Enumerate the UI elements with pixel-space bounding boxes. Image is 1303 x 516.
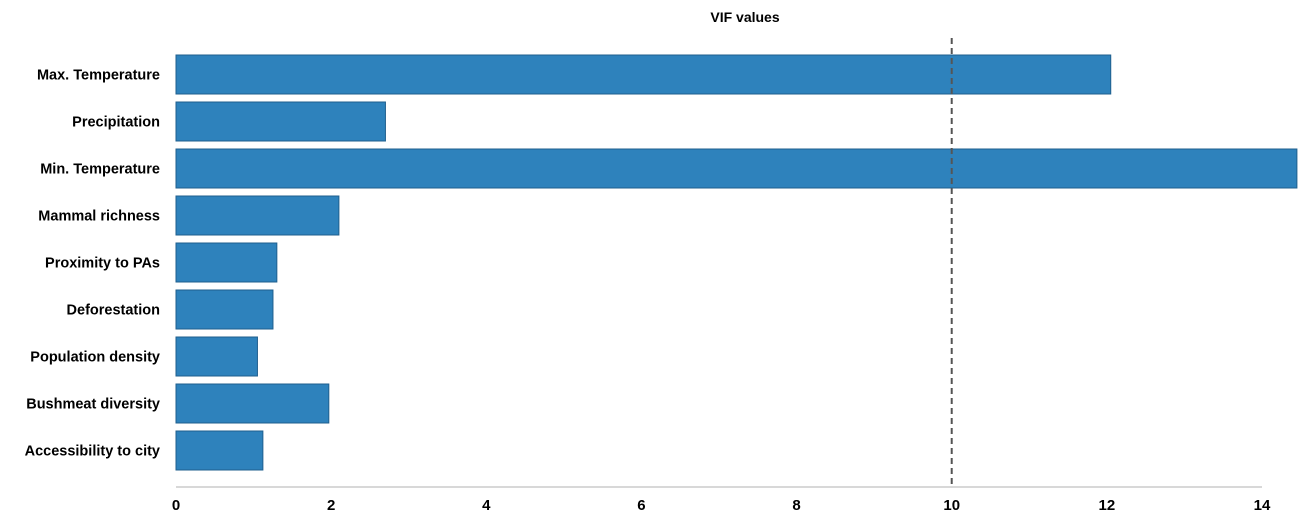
- bar: [175, 430, 264, 471]
- bar: [175, 54, 1112, 95]
- bar: [175, 195, 340, 236]
- x-tick-label: 10: [943, 497, 960, 514]
- bar: [175, 383, 330, 424]
- x-tick-label: 6: [637, 497, 645, 514]
- category-label: Min. Temperature: [40, 162, 160, 178]
- category-label: Population density: [30, 350, 160, 366]
- x-tick-label: 0: [172, 497, 180, 514]
- x-tick-label: 12: [1099, 497, 1116, 514]
- category-label: Proximity to PAs: [45, 256, 160, 272]
- x-tick-label: 4: [482, 497, 491, 514]
- bar: [175, 242, 278, 283]
- category-label: Bushmeat diversity: [26, 397, 160, 413]
- x-tick-labels-group: 0 2 4 6 8 10 12 14: [172, 497, 1271, 514]
- x-tick-label: 14: [1254, 497, 1271, 514]
- category-label: Mammal richness: [38, 209, 160, 225]
- category-label: Max. Temperature: [37, 68, 160, 84]
- chart-title: VIF values: [710, 9, 779, 25]
- bar: [175, 101, 386, 142]
- bars-group: [175, 54, 1298, 471]
- x-tick-label: 8: [792, 497, 800, 514]
- bar: [175, 289, 274, 330]
- bar: [175, 336, 258, 377]
- category-label: Accessibility to city: [25, 444, 160, 460]
- category-label: Deforestation: [67, 303, 160, 319]
- bar: [175, 148, 1298, 189]
- category-label: Precipitation: [72, 115, 160, 131]
- x-tick-label: 2: [327, 497, 335, 514]
- category-labels-group: Max. Temperature Precipitation Min. Temper…: [25, 68, 160, 460]
